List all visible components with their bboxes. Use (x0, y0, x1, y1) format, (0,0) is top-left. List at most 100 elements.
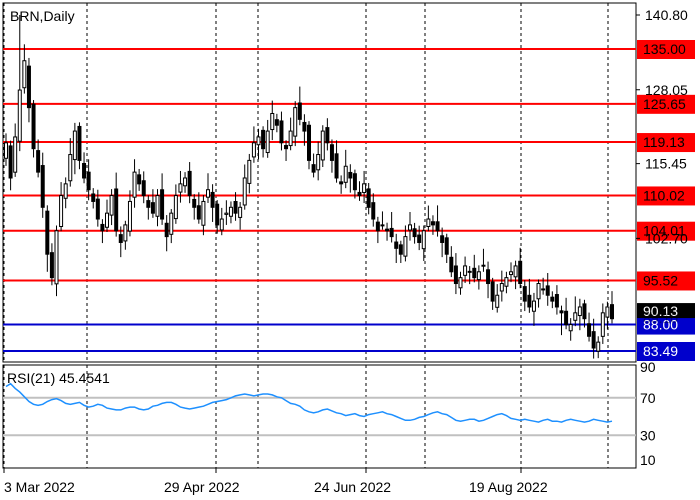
candle-down (352, 173, 357, 191)
candle-up (458, 277, 463, 289)
candle-down (527, 294, 532, 308)
candle-down (36, 150, 41, 173)
candle-up (178, 183, 183, 193)
candle-up (380, 224, 385, 227)
price-level-tag (637, 315, 695, 335)
candle-down (307, 124, 311, 161)
candle-down (284, 145, 289, 150)
candle-down (564, 310, 569, 326)
price-level-tag-label: 125.65 (643, 96, 686, 112)
candle-up (183, 177, 188, 187)
candle-up (270, 112, 275, 131)
candle-up (320, 130, 325, 161)
candle-up (59, 195, 64, 227)
candle-up (596, 341, 601, 352)
symbol-label: BRN,Daily (10, 8, 75, 24)
candle-down (26, 65, 31, 109)
candle-up (403, 236, 408, 257)
candle-up (238, 206, 243, 218)
candle-down (274, 119, 279, 126)
price-level-tag (637, 40, 695, 60)
candle-down (412, 228, 417, 238)
candle-up (123, 224, 128, 242)
candle-down (518, 260, 523, 285)
candle-up (132, 171, 137, 198)
candle-down (522, 286, 527, 302)
candle-down (137, 174, 142, 185)
candle-down (192, 198, 197, 208)
candle-down (435, 221, 440, 232)
candle-down (233, 200, 238, 214)
candle-up (568, 324, 573, 332)
x-tick-label: 29 Apr 2022 (164, 479, 240, 495)
candle-down (389, 227, 394, 238)
candle-up (17, 89, 22, 142)
price-level-tag-label: 135.00 (643, 41, 686, 57)
candle-down (417, 234, 422, 243)
candle-down (164, 222, 169, 238)
candle-down (261, 129, 266, 150)
price-level-tags: 135.00 125.65 119.13 110.02 104.01 95.52 88.00… (637, 40, 695, 361)
candle-up (536, 283, 541, 300)
candle-down (82, 162, 87, 179)
candle-down (554, 294, 559, 308)
candle-down (150, 202, 155, 214)
rsi-plot-frame (2, 364, 637, 469)
candle-up (242, 177, 247, 206)
candle-up (513, 265, 518, 278)
candle-up (169, 212, 174, 235)
hidden-level-label: 89.10 (643, 310, 678, 326)
price-level-tag-label: 95.52 (643, 272, 678, 288)
candlestick-series (4, 15, 614, 359)
candle-up (63, 183, 68, 199)
candle-up (509, 271, 513, 276)
candle-up (219, 218, 224, 231)
candle-down (610, 304, 614, 320)
candle-down (279, 120, 284, 144)
candle-down (187, 170, 192, 197)
candle-down (100, 223, 105, 232)
candle-down (385, 228, 390, 232)
candle-up (421, 230, 426, 250)
candle-up (600, 312, 605, 337)
candle-up (343, 165, 348, 183)
price-level-tag-label: 104.01 (643, 223, 686, 239)
candle-down (481, 264, 486, 267)
candle-down (582, 303, 587, 320)
rsi-line (5, 382, 613, 423)
vertical-gridlines (3, 3, 609, 468)
candle-up (573, 312, 578, 321)
price-level-tag (637, 133, 695, 153)
candle-down (325, 127, 330, 144)
price-level-lines (3, 48, 636, 352)
candle-down (394, 241, 399, 249)
candle-up (201, 200, 206, 226)
candle-up (4, 142, 8, 159)
candle-up (463, 265, 468, 276)
candle-down (329, 144, 334, 161)
candle-down (472, 267, 477, 279)
candle-up (499, 283, 504, 292)
price-level-tag (637, 342, 695, 361)
rsi-level-label: 70 (640, 390, 656, 406)
rsi-scale-label: 90 (640, 359, 656, 375)
y-tick-label: 140.80 (645, 7, 688, 23)
candle-down (95, 198, 100, 220)
candle-up (228, 206, 233, 217)
x-axis: 3 Mar 2022 29 Apr 2022 24 Jun 2022 19 Aug 2… (3, 468, 548, 495)
candle-down (371, 202, 376, 220)
candle-up (256, 136, 261, 146)
rsi-level-label: 30 (640, 427, 656, 443)
candle-down (430, 221, 435, 226)
candle-up (68, 154, 73, 182)
candle-up (476, 271, 481, 281)
candle-down (31, 103, 36, 150)
candle-down (160, 189, 165, 220)
price-level-tag-label: 88.00 (643, 317, 678, 333)
candle-down (486, 269, 491, 285)
candle-up (577, 306, 582, 317)
candle-down (444, 237, 449, 255)
candle-down (196, 205, 201, 220)
candle-up (155, 195, 160, 217)
